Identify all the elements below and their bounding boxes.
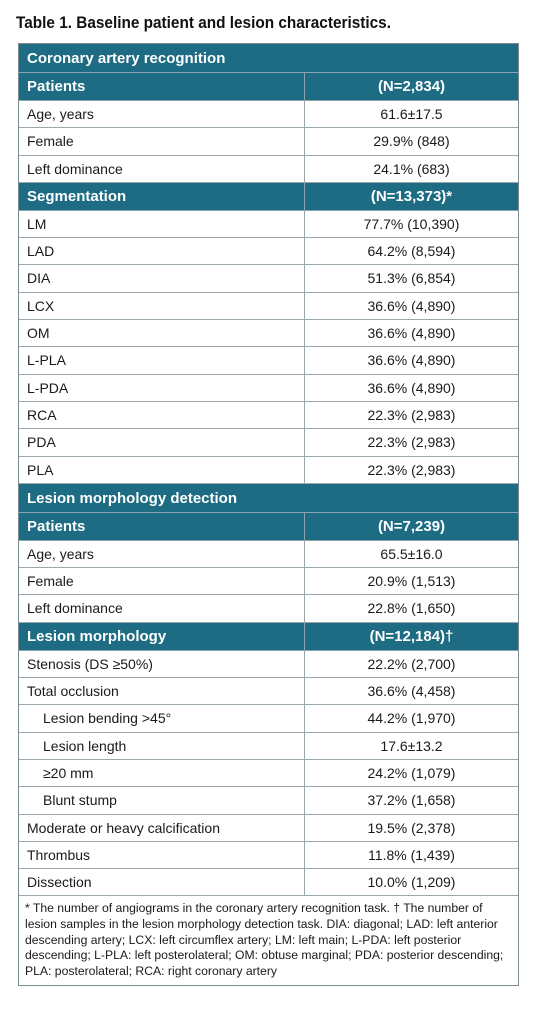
table-row: Total occlusion 36.6% (4,458) bbox=[19, 678, 518, 706]
table-row: LCX 36.6% (4,890) bbox=[19, 292, 518, 321]
group-header-count: (N=2,834) bbox=[304, 73, 518, 100]
group-header-count: (N=12,184)† bbox=[304, 622, 518, 650]
row-label: Female bbox=[27, 573, 74, 590]
row-label: Lesion bending >45° bbox=[43, 710, 172, 727]
row-value: 11.8% (1,439) bbox=[304, 841, 518, 869]
table-row: Blunt stump 37.2% (1,658) bbox=[19, 787, 518, 815]
row-value: 20.9% (1,513) bbox=[304, 568, 518, 595]
row-value: 51.3% (6,854) bbox=[304, 265, 518, 292]
table-row: Moderate or heavy calcification 19.5% (2,… bbox=[19, 814, 518, 842]
table-row: LAD 64.2% (8,594) bbox=[19, 238, 518, 266]
row-value: 22.2% (2,700) bbox=[304, 650, 518, 678]
group-header-label: Patients bbox=[27, 517, 86, 535]
row-label: L-PDA bbox=[27, 379, 69, 396]
table-row: Female 29.9% (848) bbox=[19, 128, 518, 156]
section-header-lesion-detection: Lesion morphology detection bbox=[19, 483, 518, 513]
row-value: 36.6% (4,458) bbox=[304, 678, 518, 705]
table-row: OM 36.6% (4,890) bbox=[19, 320, 518, 348]
row-label: LCX bbox=[27, 297, 55, 314]
table-row: Left dominance 22.8% (1,650) bbox=[19, 595, 518, 623]
row-value: 24.2% (1,079) bbox=[304, 759, 518, 787]
row-value: 36.6% (4,890) bbox=[304, 374, 518, 401]
row-label: RCA bbox=[27, 406, 57, 423]
row-label: Moderate or heavy calcification bbox=[27, 819, 220, 836]
row-value: 24.1% (683) bbox=[304, 155, 518, 182]
row-label: Dissection bbox=[27, 874, 92, 891]
row-label: L-PLA bbox=[27, 352, 66, 369]
baseline-table: Coronary artery recognition Patients (N=… bbox=[18, 43, 519, 987]
group-header-count: (N=13,373)* bbox=[304, 182, 518, 210]
row-label: Stenosis (DS ≥50%) bbox=[27, 655, 153, 672]
group-header-patients: Patients (N=7,239) bbox=[19, 512, 518, 541]
row-value: 29.9% (848) bbox=[304, 128, 518, 155]
row-value: 65.5±16.0 bbox=[304, 540, 518, 568]
table-row: ≥20 mm 24.2% (1,079) bbox=[19, 759, 518, 788]
row-label: PDA bbox=[27, 434, 56, 451]
row-value: 36.6% (4,890) bbox=[304, 320, 518, 347]
table-row: Age, years 61.6±17.5 bbox=[19, 101, 518, 129]
table-row: Female 20.9% (1,513) bbox=[19, 568, 518, 596]
row-value: 22.3% (2,983) bbox=[304, 429, 518, 456]
row-value: 22.3% (2,983) bbox=[304, 456, 518, 483]
row-label: LM bbox=[27, 215, 47, 232]
row-label: LAD bbox=[27, 243, 55, 260]
row-label: Left dominance bbox=[27, 600, 123, 617]
table-row: L-PDA 36.6% (4,890) bbox=[19, 374, 518, 402]
section-header-coronary-recognition: Coronary artery recognition bbox=[19, 44, 518, 73]
table-row: PLA 22.3% (2,983) bbox=[19, 456, 518, 484]
row-label: Age, years bbox=[27, 106, 94, 122]
table-title: Table 1. Baseline patient and lesion cha… bbox=[16, 14, 391, 32]
table-row: Age, years 65.5±16.0 bbox=[19, 540, 518, 569]
row-value: 22.3% (2,983) bbox=[304, 401, 518, 429]
table-row: RCA 22.3% (2,983) bbox=[19, 401, 518, 430]
table-footnote: * The number of angiograms in the corona… bbox=[25, 901, 504, 978]
row-value: 61.6±17.5 bbox=[304, 101, 518, 128]
row-value: 64.2% (8,594) bbox=[304, 238, 518, 265]
table-row: Left dominance 24.1% (683) bbox=[19, 155, 518, 183]
table-row: Lesion length 17.6±13.2 bbox=[19, 732, 518, 760]
table-row: DIA 51.3% (6,854) bbox=[19, 265, 518, 293]
row-value: 36.6% (4,890) bbox=[304, 347, 518, 374]
group-header-count: (N=7,239) bbox=[304, 512, 518, 540]
row-value: 44.2% (1,970) bbox=[304, 705, 518, 732]
group-header-label: Lesion morphology bbox=[27, 627, 167, 645]
table-row: Thrombus 11.8% (1,439) bbox=[19, 841, 518, 870]
table-row: Lesion bending >45° 44.2% (1,970) bbox=[19, 705, 518, 733]
row-value: 10.0% (1,209) bbox=[304, 869, 518, 896]
table-row: PDA 22.3% (2,983) bbox=[19, 429, 518, 457]
row-label: Age, years bbox=[27, 545, 94, 562]
row-value: 77.7% (10,390) bbox=[304, 210, 518, 238]
row-value: 36.6% (4,890) bbox=[304, 292, 518, 320]
group-header-patients: Patients (N=2,834) bbox=[19, 73, 518, 101]
row-value: 37.2% (1,658) bbox=[304, 787, 518, 814]
row-label: Total occlusion bbox=[27, 683, 119, 700]
group-header-label: Segmentation bbox=[27, 187, 127, 205]
row-label: Left dominance bbox=[27, 160, 123, 177]
row-label: OM bbox=[27, 325, 50, 342]
group-header-segmentation: Segmentation (N=13,373)* bbox=[19, 182, 518, 211]
group-header-lesion-morphology: Lesion morphology (N=12,184)† bbox=[19, 622, 518, 651]
row-label: DIA bbox=[27, 270, 51, 287]
row-value: 19.5% (2,378) bbox=[304, 814, 518, 841]
row-label: Thrombus bbox=[27, 846, 91, 863]
row-label: Blunt stump bbox=[43, 792, 117, 809]
row-value: 17.6±13.2 bbox=[304, 732, 518, 759]
row-label: Lesion length bbox=[43, 737, 127, 754]
group-header-label: Patients bbox=[27, 78, 86, 95]
table-row: Dissection 10.0% (1,209) bbox=[19, 869, 518, 897]
row-value: 22.8% (1,650) bbox=[304, 595, 518, 622]
row-label: Female bbox=[27, 133, 74, 150]
table-row: Stenosis (DS ≥50%) 22.2% (2,700) bbox=[19, 650, 518, 679]
table-row: LM 77.7% (10,390) bbox=[19, 210, 518, 239]
table-row: L-PLA 36.6% (4,890) bbox=[19, 347, 518, 375]
row-label: PLA bbox=[27, 461, 54, 478]
row-label: ≥20 mm bbox=[43, 764, 94, 781]
